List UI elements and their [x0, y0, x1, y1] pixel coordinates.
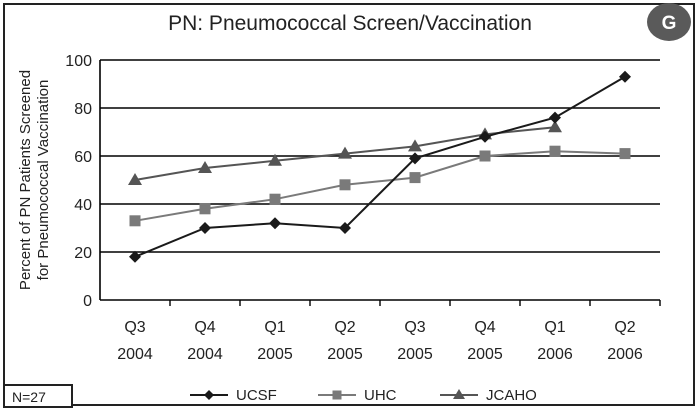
- point-ucsf-2: [269, 217, 281, 230]
- point-uhc-1: [199, 203, 211, 215]
- x-tick-quarter-4: Q3: [404, 319, 425, 336]
- x-tick-quarter-3: Q2: [334, 319, 355, 336]
- note-box: N=27: [3, 384, 73, 408]
- legend-label-uhc: UHC: [364, 387, 397, 404]
- line-uhc: [134, 150, 626, 222]
- line-ucsf: [134, 75, 626, 258]
- legend: UCSF UHC JCAHO: [190, 387, 537, 404]
- y-tick-60: 60: [74, 149, 92, 166]
- point-ucsf-0: [129, 250, 141, 263]
- x-tick-year-3: 2005: [327, 346, 363, 363]
- note-box-border: [3, 384, 73, 408]
- x-tick-quarter-6: Q1: [544, 319, 565, 336]
- point-uhc-7: [619, 148, 631, 160]
- point-uhc-5: [479, 150, 491, 162]
- series-ucsf: [129, 70, 631, 263]
- y-axis-label-line-2: for Pneumococcal Vaccination: [35, 80, 52, 281]
- series-jcaho: [128, 120, 562, 185]
- point-jcaho-6: [548, 120, 562, 133]
- x-tick-quarter-0: Q3: [124, 319, 145, 336]
- point-uhc-2: [269, 193, 281, 205]
- x-tick-labels: Q3 2004 Q4 2004 Q1 2005 Q2 2005 Q3 2005 Q4 2005 Q1 20…: [117, 319, 643, 363]
- point-jcaho-1: [198, 161, 212, 173]
- x-tick-quarter-5: Q4: [474, 319, 495, 336]
- y-tick-20: 20: [74, 245, 92, 262]
- point-ucsf-4: [409, 152, 421, 165]
- note-text: N=27: [12, 389, 46, 405]
- point-uhc-6: [549, 145, 561, 157]
- badge-label: G: [662, 13, 677, 34]
- point-jcaho-3: [338, 146, 352, 159]
- y-tick-labels: 0 20 40 60 80 100: [65, 53, 92, 310]
- legend-marker-jcaho: [453, 389, 465, 399]
- y-axis-label-line-1: Percent of PN Patients Screened: [17, 70, 34, 290]
- x-tick-year-5: 2005: [467, 346, 503, 363]
- badge: G: [647, 3, 691, 41]
- x-tick-quarter-1: Q4: [194, 319, 215, 336]
- legend-label-jcaho: JCAHO: [486, 387, 537, 404]
- point-ucsf-7: [619, 70, 631, 83]
- x-tick-year-2: 2005: [257, 346, 293, 363]
- x-tick-quarter-2: Q1: [264, 319, 285, 336]
- legend-label-ucsf: UCSF: [236, 387, 277, 404]
- y-tick-80: 80: [74, 101, 92, 118]
- x-tick-year-4: 2005: [397, 346, 433, 363]
- point-jcaho-4: [408, 139, 422, 152]
- legend-marker-ucsf: [204, 390, 214, 400]
- x-tick-year-7: 2006: [607, 346, 643, 363]
- y-axis-label: Percent of PN Patients Screened for Pneu…: [17, 70, 52, 290]
- point-ucsf-1: [199, 222, 211, 234]
- series-lines: [128, 70, 631, 263]
- x-tick-quarter-7: Q2: [614, 319, 635, 336]
- point-ucsf-5: [479, 130, 491, 143]
- point-uhc-0: [129, 215, 141, 227]
- point-ucsf-6: [549, 111, 561, 124]
- x-tick-year-0: 2004: [117, 346, 153, 363]
- point-uhc-3: [339, 179, 351, 191]
- y-tick-40: 40: [74, 197, 92, 214]
- gridlines: [99, 59, 661, 306]
- y-tick-100: 100: [65, 53, 92, 70]
- point-uhc-4: [409, 172, 421, 184]
- y-tick-0: 0: [83, 293, 92, 310]
- chart-title: PN: Pneumococcal Screen/Vaccination: [168, 12, 532, 35]
- legend-marker-uhc: [332, 390, 342, 400]
- point-jcaho-0: [128, 173, 142, 185]
- point-jcaho-2: [268, 153, 282, 166]
- point-ucsf-3: [339, 222, 351, 234]
- series-uhc: [129, 145, 631, 227]
- x-tick-year-6: 2006: [537, 346, 573, 363]
- x-tick-year-1: 2004: [187, 346, 223, 363]
- badge-circle: [647, 3, 691, 41]
